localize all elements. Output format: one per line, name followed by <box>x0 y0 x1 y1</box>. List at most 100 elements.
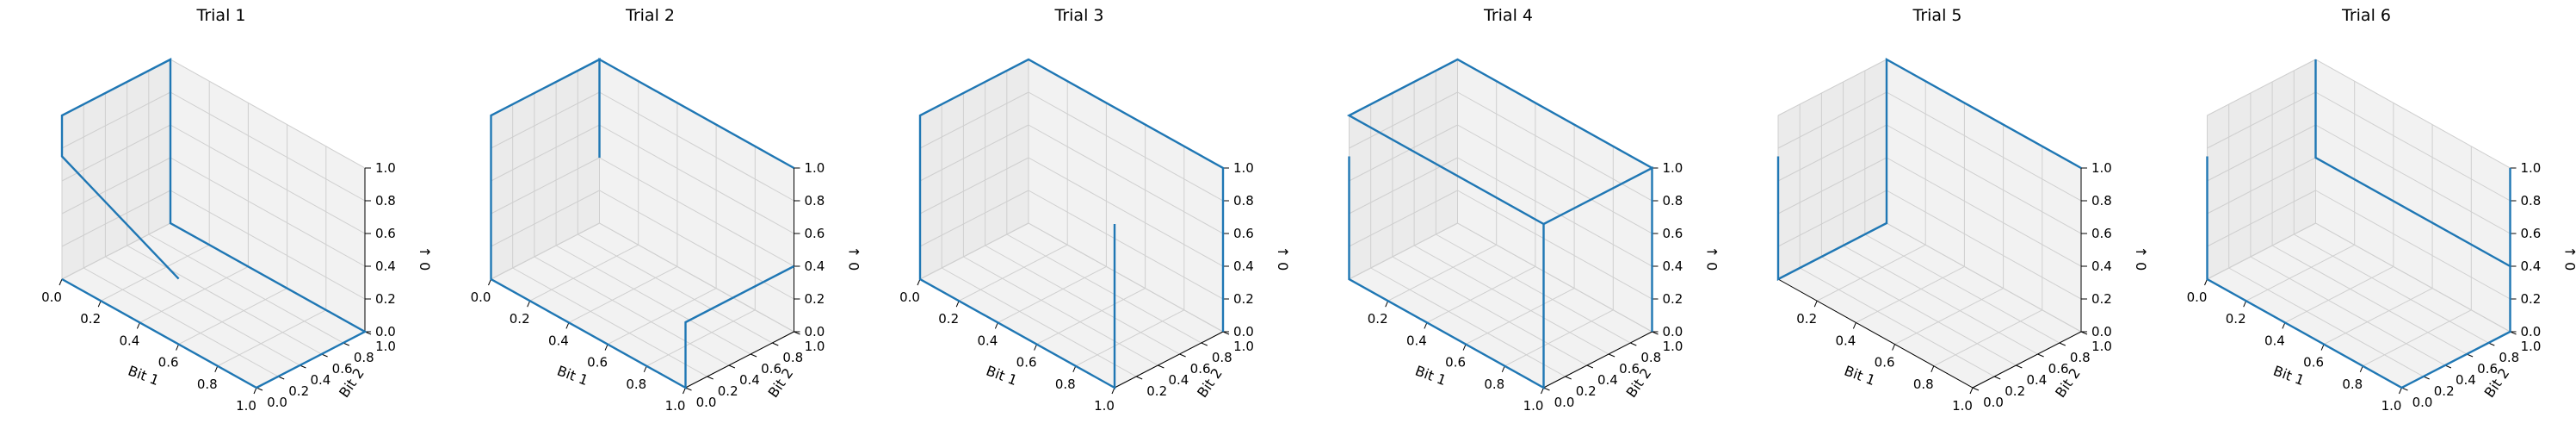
x-tick-label: 0.0 <box>41 289 62 305</box>
subplot-title: Trial 1 <box>196 6 246 25</box>
gridline <box>2315 59 2511 169</box>
x-tick-mark <box>955 301 960 308</box>
gridline <box>491 222 600 280</box>
x-tick-label: 0.2 <box>80 311 101 327</box>
gridline <box>61 222 171 280</box>
x-axis-label: Bit 1 <box>126 363 161 389</box>
y-tick-label: 0.6 <box>2048 361 2069 377</box>
x-tick-mark <box>1852 322 1856 329</box>
y-tick-label: 1.0 <box>805 339 825 354</box>
x-tick-mark <box>2204 278 2208 286</box>
gridline <box>607 288 717 346</box>
y-tick-mark <box>1158 364 1164 369</box>
gridline <box>1457 157 1652 267</box>
z-axis-label: ↑ 0 <box>2562 246 2576 271</box>
subplot-1: Trial 10.00.20.40.60.81.0 0.00.20.40.60.8… <box>41 6 433 414</box>
gridline <box>1777 157 1887 215</box>
y-tick-mark <box>772 342 779 346</box>
x-tick-mark <box>2282 322 2286 329</box>
y-tick-mark <box>750 353 757 358</box>
y-tick-label: 0.4 <box>310 372 330 388</box>
y-tick-label: 0.4 <box>1597 372 1618 388</box>
x-tick-label: 0.2 <box>2226 311 2246 327</box>
y-tick-label: 0.6 <box>2477 361 2498 377</box>
x-tick-mark <box>1541 387 1544 395</box>
x-tick-label: 0.6 <box>158 355 179 370</box>
gridline <box>1894 288 2004 346</box>
y-tick-mark <box>728 364 736 369</box>
z-axis-label: ↑ 0 <box>1704 246 1720 271</box>
gridline <box>83 267 279 377</box>
x-tick-mark <box>643 365 647 372</box>
trajectory-line <box>918 58 1225 390</box>
x-tick-mark <box>2243 301 2247 308</box>
gridline <box>61 190 171 247</box>
y-tick-label: 1.0 <box>2521 339 2542 354</box>
z-tick-label: 0.8 <box>2521 193 2542 209</box>
x-tick-mark <box>488 278 491 286</box>
gridline <box>105 256 300 366</box>
subplot-5: Trial 50.20.40.60.81.0 0.00.20.40.60.81.0… <box>1776 6 2149 414</box>
x-tick-label: 0.6 <box>2303 355 2324 370</box>
gridline <box>578 233 773 344</box>
gridline <box>139 265 249 323</box>
gridline <box>1886 190 2082 300</box>
y-tick-label: 0.0 <box>2412 395 2433 410</box>
y-tick-mark <box>1586 364 1594 369</box>
gridline <box>599 222 794 333</box>
subplot-title: Trial 2 <box>625 6 675 25</box>
x-tick-label: 0.6 <box>587 355 608 370</box>
x-tick-label: 1.0 <box>1523 398 1544 414</box>
gridline <box>1457 190 1652 300</box>
gridline <box>1777 59 1887 116</box>
y-tick-label: 0.6 <box>332 361 353 377</box>
gridline <box>1777 124 1887 182</box>
x-tick-label: 1.0 <box>665 398 686 414</box>
x-tick-label: 1.0 <box>2381 398 2402 414</box>
z-axis-label: ↑ 0 <box>417 246 433 271</box>
x-tick-mark <box>2359 365 2363 372</box>
x-tick-label: 1.0 <box>1094 398 1115 414</box>
gridline <box>1028 91 1224 202</box>
gridline <box>919 157 1029 215</box>
x-tick-label: 0.8 <box>2342 377 2363 392</box>
gridline <box>491 157 600 215</box>
gridline <box>1028 124 1224 234</box>
trajectory-line <box>1346 58 1653 390</box>
z-tick-label: 0.8 <box>375 193 396 209</box>
x-tick-mark <box>214 365 219 372</box>
subplot-3: Trial 30.00.20.40.60.81.00.20.40.60.81.0… <box>899 6 1291 414</box>
gridline <box>491 124 600 182</box>
gridline <box>919 124 1029 182</box>
z-tick-label: 1.0 <box>805 160 825 176</box>
y-tick-label: 0.2 <box>2005 383 2025 399</box>
y-tick-mark <box>1608 353 1615 358</box>
z-tick-label: 0.0 <box>2091 324 2112 339</box>
gridline <box>2294 233 2489 344</box>
z-tick-label: 1.0 <box>2521 160 2542 176</box>
gridline <box>2315 91 2511 202</box>
gridline <box>646 309 756 367</box>
gridline <box>599 190 794 300</box>
trajectory-line <box>60 58 368 389</box>
gridline <box>2323 288 2433 346</box>
gridline <box>170 157 366 267</box>
y-tick-label: 0.0 <box>1983 395 2004 410</box>
y-tick-label: 0.8 <box>1640 350 1661 365</box>
z-tick-label: 0.4 <box>2091 258 2112 274</box>
x-tick-mark <box>59 278 63 286</box>
gridline <box>2207 59 2316 116</box>
trajectory-line <box>490 57 795 390</box>
trajectory-line <box>1776 57 2082 281</box>
gridline <box>2246 244 2355 302</box>
x-tick-label: 0.2 <box>1368 311 1388 327</box>
x-tick-label: 0.4 <box>1835 333 1856 348</box>
gridline <box>599 124 794 234</box>
z-tick-label: 1.0 <box>1663 160 1683 176</box>
z-tick-label: 0.0 <box>2521 324 2542 339</box>
x-tick-label: 0.0 <box>2187 289 2208 305</box>
gridline <box>178 288 287 346</box>
y-tick-label: 0.8 <box>1212 350 1232 365</box>
z-tick-label: 0.0 <box>1233 324 1254 339</box>
gridline <box>534 256 730 366</box>
